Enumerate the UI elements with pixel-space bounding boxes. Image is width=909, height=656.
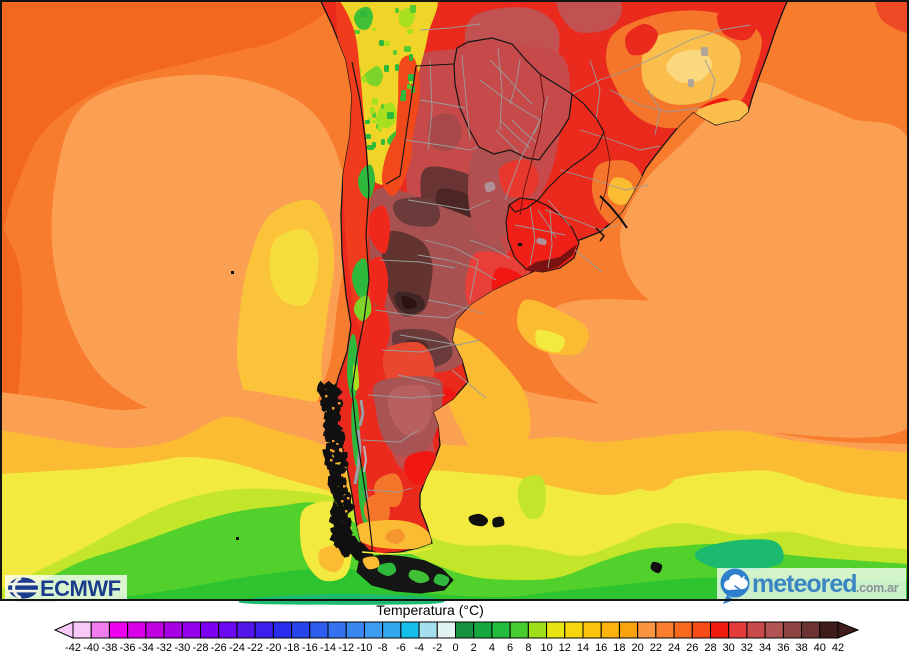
svg-text:meteored: meteored	[752, 570, 857, 598]
svg-text:.com.ar: .com.ar	[856, 581, 899, 595]
svg-text:30: 30	[723, 642, 735, 654]
svg-text:Temperatura (°C): Temperatura (°C)	[376, 602, 484, 618]
svg-text:-28: -28	[193, 642, 209, 654]
svg-text:36: 36	[777, 642, 789, 654]
svg-text:-18: -18	[284, 642, 300, 654]
svg-text:26: 26	[686, 642, 698, 654]
svg-text:32: 32	[741, 642, 753, 654]
svg-text:-4: -4	[414, 642, 424, 654]
svg-text:-12: -12	[338, 642, 354, 654]
svg-text:2: 2	[471, 642, 477, 654]
svg-text:ECMWF: ECMWF	[40, 576, 121, 601]
svg-text:4: 4	[489, 642, 495, 654]
svg-text:-6: -6	[396, 642, 406, 654]
svg-text:-14: -14	[320, 642, 336, 654]
svg-text:-8: -8	[378, 642, 388, 654]
svg-text:22: 22	[650, 642, 662, 654]
svg-text:-40: -40	[83, 642, 99, 654]
svg-text:-2: -2	[432, 642, 442, 654]
svg-text:-26: -26	[211, 642, 227, 654]
svg-text:-20: -20	[265, 642, 281, 654]
svg-text:-34: -34	[138, 642, 154, 654]
svg-text:-38: -38	[101, 642, 117, 654]
svg-text:42: 42	[832, 642, 844, 654]
svg-text:18: 18	[613, 642, 625, 654]
svg-text:38: 38	[795, 642, 807, 654]
svg-text:-36: -36	[120, 642, 136, 654]
svg-text:16: 16	[595, 642, 607, 654]
svg-text:8: 8	[525, 642, 531, 654]
svg-text:10: 10	[540, 642, 552, 654]
svg-text:14: 14	[577, 642, 589, 654]
svg-text:-16: -16	[302, 642, 318, 654]
svg-text:6: 6	[507, 642, 513, 654]
svg-text:24: 24	[668, 642, 680, 654]
svg-text:-10: -10	[356, 642, 372, 654]
svg-text:28: 28	[704, 642, 716, 654]
svg-text:-42: -42	[65, 642, 81, 654]
svg-text:20: 20	[631, 642, 643, 654]
svg-text:-32: -32	[156, 642, 172, 654]
svg-text:-30: -30	[174, 642, 190, 654]
svg-text:-22: -22	[247, 642, 263, 654]
svg-text:40: 40	[814, 642, 826, 654]
svg-text:-24: -24	[229, 642, 245, 654]
svg-text:12: 12	[559, 642, 571, 654]
svg-text:0: 0	[452, 642, 458, 654]
svg-text:34: 34	[759, 642, 771, 654]
